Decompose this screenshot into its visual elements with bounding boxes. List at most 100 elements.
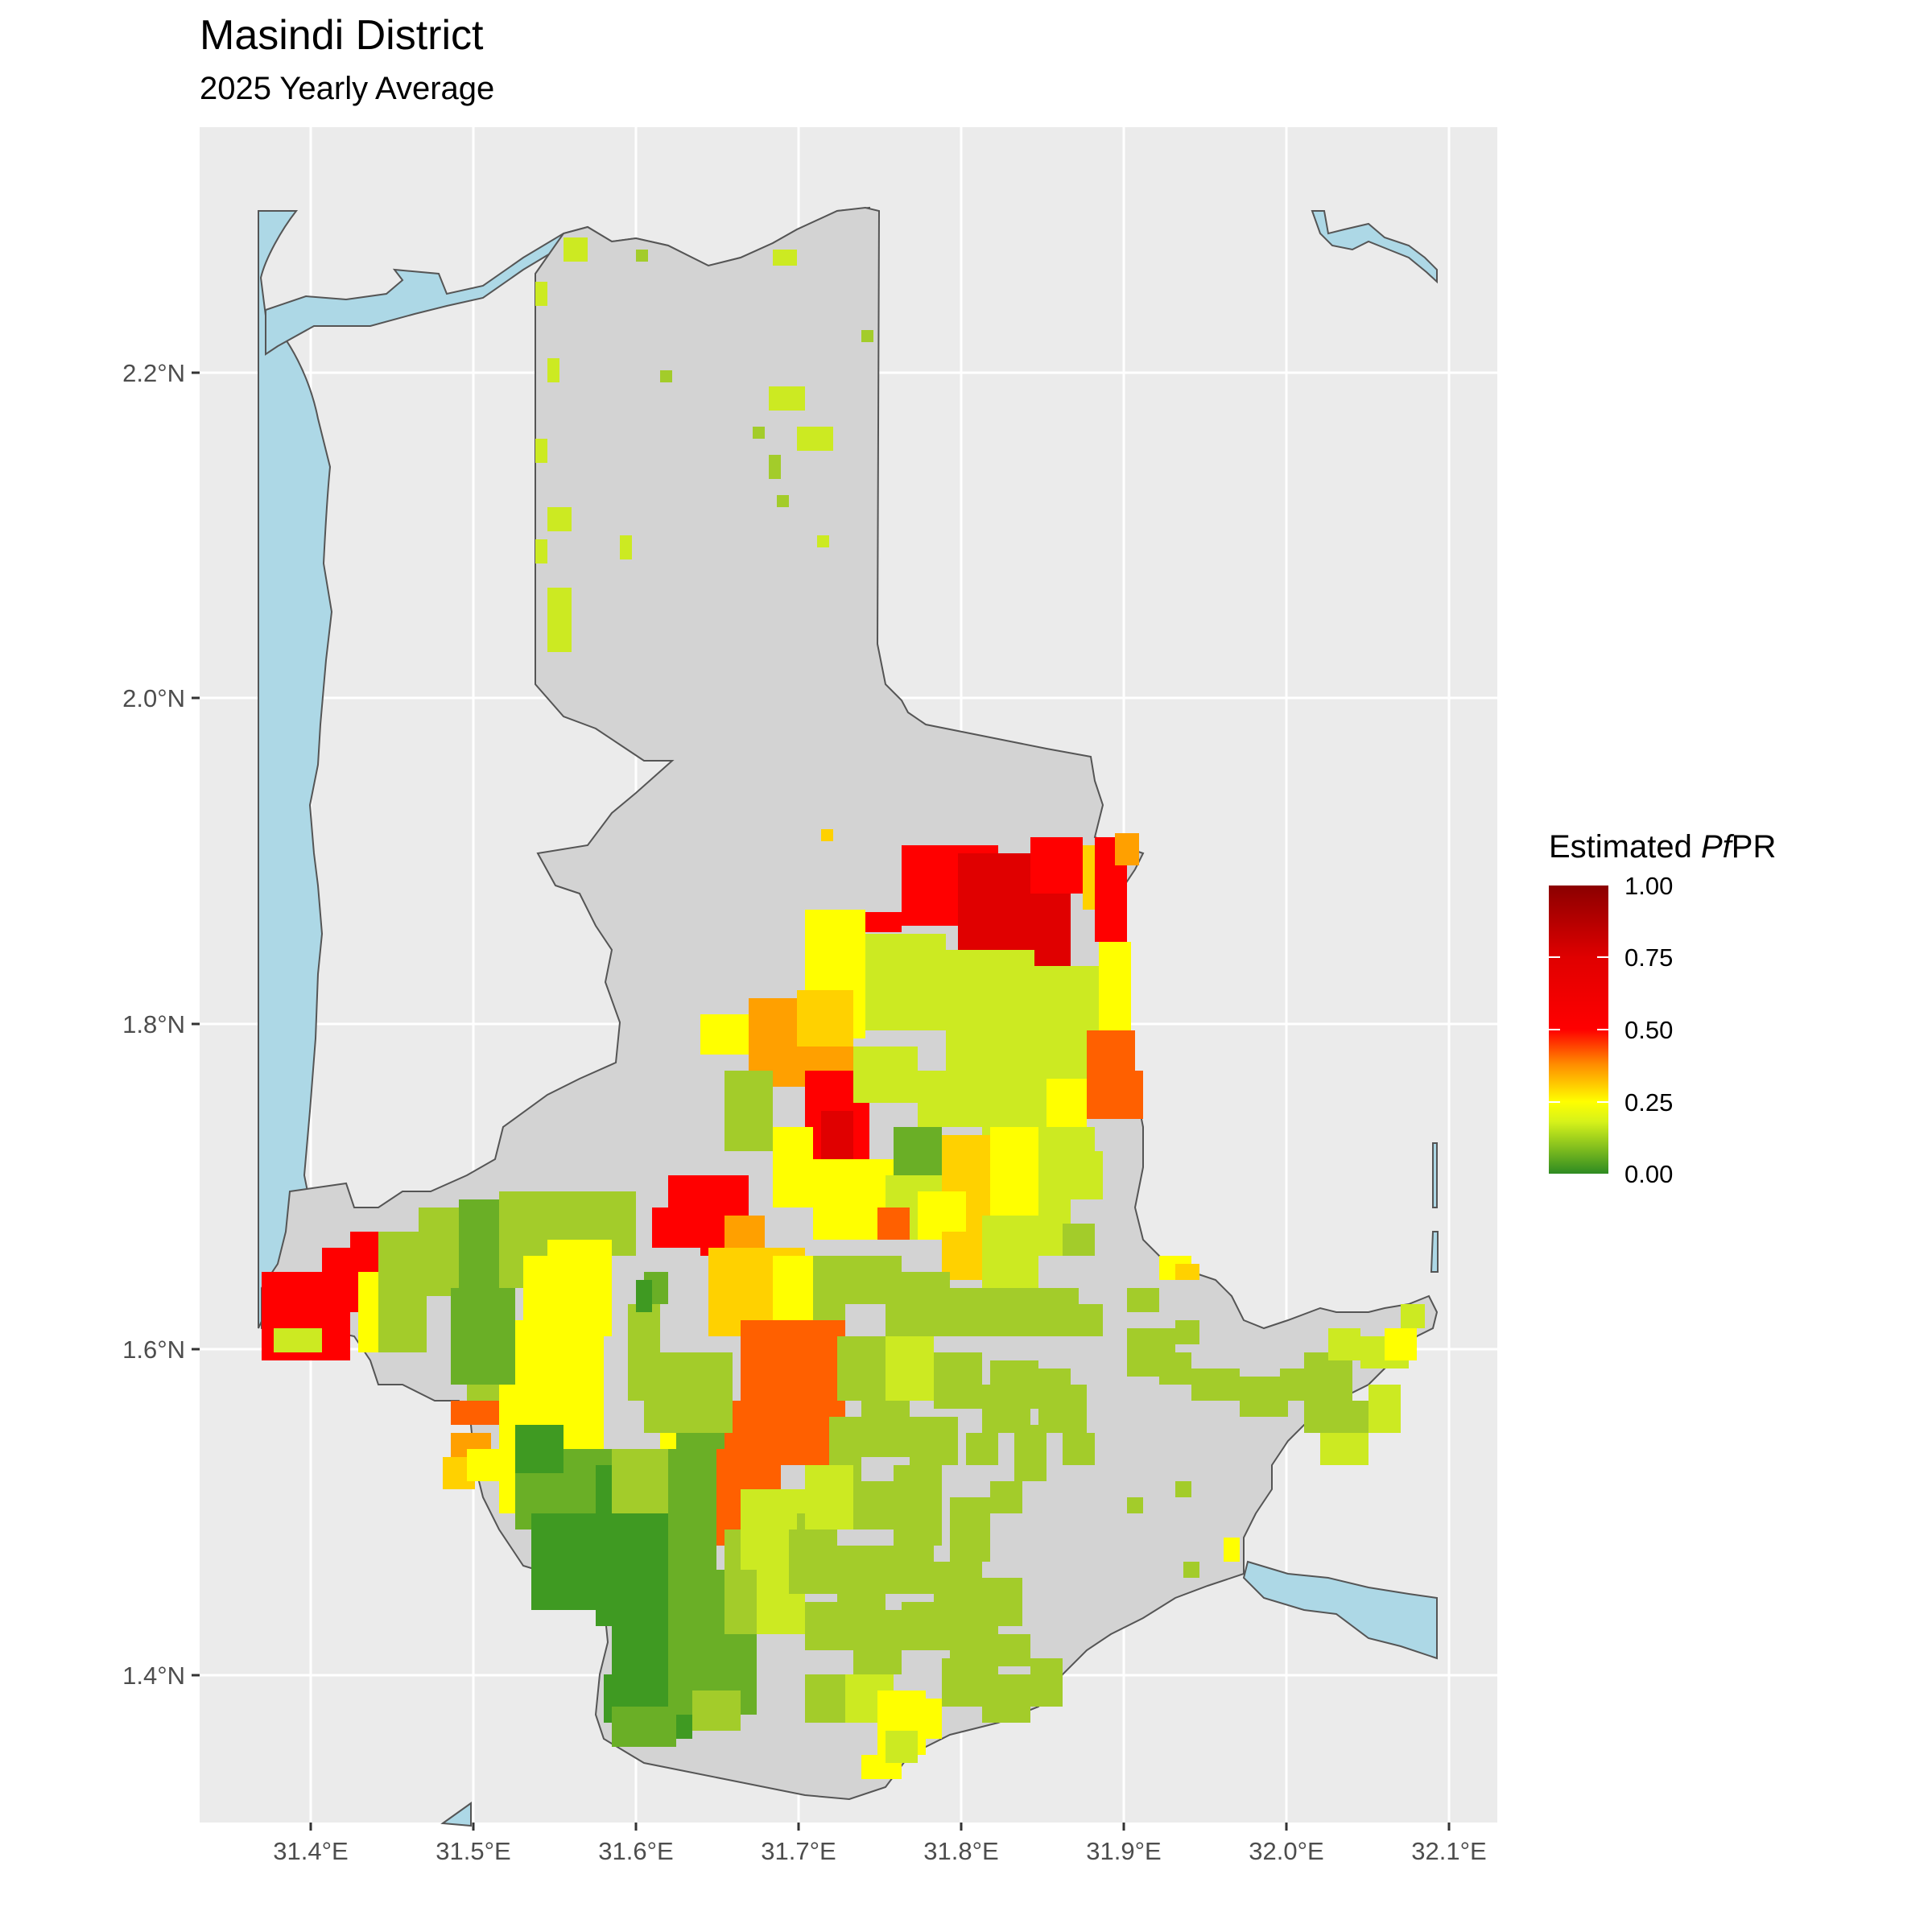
pfpr-cell [982, 1385, 1030, 1433]
pfpr-cell [451, 1288, 515, 1385]
pfpr-cell [902, 1602, 950, 1650]
pfpr-cell [700, 1014, 749, 1055]
pfpr-cell [668, 1449, 716, 1578]
pfpr-cell [990, 1127, 1038, 1232]
pfpr-cell [1127, 1497, 1143, 1513]
legend-label-000: 0.00 [1624, 1160, 1674, 1188]
y-tick-label: 1.8°N [122, 1010, 185, 1038]
pfpr-cell [1183, 1562, 1199, 1578]
pfpr-cell [1115, 833, 1139, 865]
pfpr-cell [769, 455, 781, 479]
map-subtitle: 2025 Yearly Average [200, 71, 495, 106]
pfpr-cell [515, 1425, 564, 1473]
pfpr-cell [982, 1674, 1030, 1723]
x-tick-label: 31.5°E [436, 1837, 510, 1865]
pfpr-cell [894, 1127, 942, 1175]
pfpr-cell [620, 535, 632, 559]
axis-ticks: 31.4°E 31.5°E 31.6°E 31.7°E 31.8°E 31.9°E 32.0… [122, 359, 1487, 1865]
pfpr-cell [837, 1546, 886, 1610]
pfpr-cell [1038, 1385, 1087, 1433]
pfpr-cell [547, 1240, 612, 1272]
pfpr-cell [982, 1578, 1022, 1626]
pfpr-cell [1401, 1304, 1425, 1328]
pfpr-cell [628, 1368, 676, 1401]
pfpr-cell [1368, 1385, 1401, 1433]
legend-title-prefix: Estimated [1549, 829, 1701, 865]
x-tick-label: 31.6°E [598, 1837, 673, 1865]
legend-label-075: 0.75 [1624, 943, 1674, 972]
lake-bottom-right [1242, 1560, 1438, 1660]
pfpr-cell [547, 358, 559, 382]
pfpr-cell [451, 1401, 499, 1425]
pfpr-cell [1224, 1538, 1240, 1562]
x-tick-label: 31.7°E [761, 1837, 836, 1865]
pfpr-cell [877, 1208, 910, 1240]
pfpr-cell [1063, 1224, 1095, 1256]
pfpr-cell [1111, 1071, 1143, 1119]
pfpr-cell [1071, 1151, 1103, 1199]
pfpr-cell [918, 1071, 982, 1127]
pfpr-cell [1127, 1288, 1159, 1312]
pfpr-cell [1159, 1352, 1191, 1385]
pfpr-cell [1014, 1449, 1046, 1481]
pfpr-cell [564, 237, 588, 262]
pfpr-cell [1385, 1328, 1417, 1360]
pfpr-cell [797, 990, 853, 1046]
pfpr-cell [990, 1481, 1022, 1513]
pfpr-cell [1191, 1368, 1240, 1401]
pfpr-cell [910, 1417, 958, 1465]
y-tick-label: 1.6°N [122, 1335, 185, 1364]
pfpr-cell [274, 1328, 322, 1352]
x-tick-label: 31.8°E [923, 1837, 998, 1865]
pfpr-cell [982, 1216, 1038, 1288]
x-tick-label: 32.0°E [1249, 1837, 1323, 1865]
pfpr-cell [777, 495, 789, 507]
pfpr-cell [612, 1449, 676, 1513]
pfpr-cell [805, 1465, 853, 1530]
pfpr-cell [1175, 1320, 1199, 1344]
pfpr-cell [865, 912, 902, 932]
pfpr-cell [1175, 1264, 1199, 1280]
pfpr-cell [853, 1046, 918, 1103]
pfpr-cell [1030, 1658, 1063, 1707]
pfpr-cell [612, 1191, 636, 1256]
pfpr-cell [817, 427, 833, 451]
pfpr-cell [535, 439, 547, 463]
pfpr-cell [1175, 1481, 1191, 1497]
pfpr-cell [467, 1449, 499, 1481]
pfpr-cell [886, 1336, 934, 1401]
pfpr-cell [547, 507, 572, 531]
legend-title-italic: Pf [1700, 829, 1732, 865]
pfpr-cell [1071, 1304, 1103, 1336]
map-title: Masindi District [200, 12, 484, 59]
pfpr-cell [753, 427, 765, 439]
pfpr-cell [773, 250, 797, 266]
legend-title-suffix: PR [1731, 829, 1777, 865]
x-tick-label: 31.9°E [1086, 1837, 1161, 1865]
pfpr-cell [724, 1071, 773, 1151]
pfpr-cell [535, 539, 547, 564]
pfpr-cell [865, 934, 946, 1030]
pfpr-cell [636, 1280, 652, 1312]
pfpr-cell [853, 1610, 902, 1674]
legend-label-025: 0.25 [1624, 1088, 1674, 1117]
y-tick-label: 1.4°N [122, 1662, 185, 1690]
legend-label-050: 0.50 [1624, 1016, 1674, 1044]
pfpr-cell [547, 588, 572, 652]
pfpr-cell [950, 1497, 990, 1562]
pfpr-cell [966, 1433, 998, 1465]
pfpr-cell [1320, 1433, 1368, 1465]
pfpr-cell [861, 1401, 910, 1457]
pfpr-cell [950, 1288, 1014, 1336]
pfpr-cell [535, 282, 547, 306]
pfpr-cell [805, 1602, 853, 1650]
x-tick-label: 32.1°E [1411, 1837, 1486, 1865]
pfpr-cell [789, 1530, 837, 1594]
pfpr-cell [894, 1465, 942, 1546]
lake-top-right [1311, 210, 1438, 284]
x-tick-label: 31.4°E [273, 1837, 348, 1865]
pfpr-cell [821, 829, 833, 841]
pfpr-cell [886, 1272, 950, 1336]
pfpr-cell [692, 1690, 741, 1731]
